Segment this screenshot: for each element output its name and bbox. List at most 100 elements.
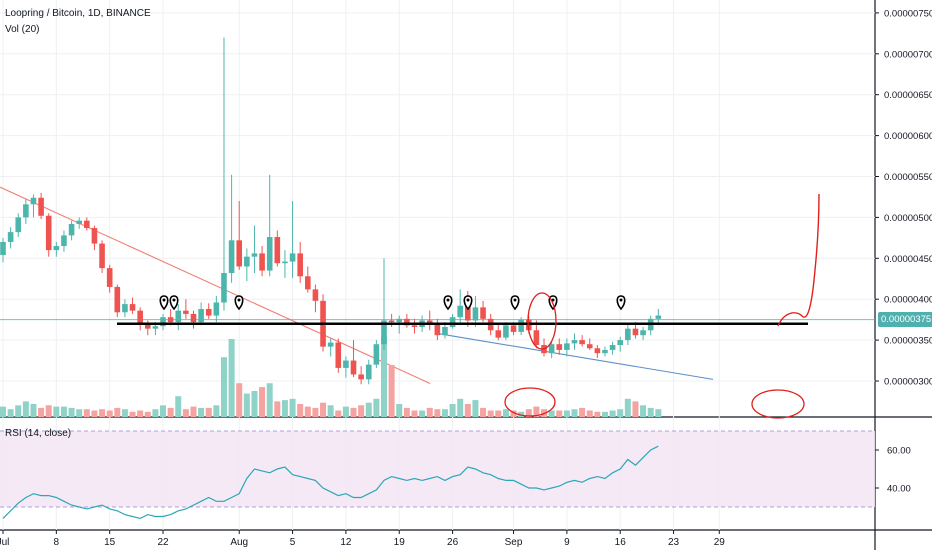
volume-bar <box>617 409 624 417</box>
candle-body <box>274 237 281 264</box>
time-tick-label: 8 <box>54 537 60 548</box>
candle-body <box>518 319 524 332</box>
candle-body <box>61 235 67 247</box>
volume-bar <box>342 406 349 417</box>
candle-body <box>91 228 98 244</box>
price-tick-label: 0.00000500 <box>884 213 932 224</box>
pin-marker-icon <box>169 295 179 311</box>
candle-body <box>442 327 448 336</box>
candle-body <box>0 241 6 256</box>
candle-body <box>335 342 342 368</box>
volume-bar <box>297 404 304 417</box>
candle-body <box>327 342 334 347</box>
time-tick-label: 16 <box>615 537 627 548</box>
candle-body <box>457 305 463 318</box>
volume-bar <box>137 410 144 417</box>
volume-bar <box>213 405 220 417</box>
volume-bar <box>472 400 479 417</box>
volume-bar <box>518 411 525 417</box>
volume-bar <box>335 410 342 417</box>
candle-body <box>404 318 410 326</box>
candle-body <box>129 304 136 311</box>
candle-body <box>84 220 90 229</box>
volume-bar <box>38 407 45 417</box>
volume-bar <box>99 409 106 417</box>
highlight-circle <box>527 292 557 350</box>
volume-bar <box>441 409 448 417</box>
candle-body <box>640 330 646 336</box>
candle-body <box>183 310 189 314</box>
candle-body <box>266 237 273 271</box>
candle-body <box>373 344 380 365</box>
candle-body <box>548 344 555 354</box>
volume-bar <box>594 411 601 417</box>
volume-bar <box>106 410 113 417</box>
pin-marker-icon <box>443 295 453 311</box>
pin-marker-dot <box>162 298 166 302</box>
price-tick-label: 0.00000350 <box>884 336 932 347</box>
volume-bar <box>388 365 395 417</box>
volume-bar <box>464 404 471 417</box>
candle-body <box>144 323 151 329</box>
volume-bar <box>358 405 365 417</box>
pin-marker-dot <box>466 298 470 302</box>
volume-bar <box>129 411 136 417</box>
candle-body <box>137 310 143 324</box>
candle-body <box>38 197 44 216</box>
volume-bar <box>22 401 29 417</box>
volume-bar <box>403 407 410 417</box>
annotations <box>117 193 820 419</box>
rsi-band <box>0 431 875 507</box>
volume-bar <box>251 391 258 417</box>
volume-bar <box>68 407 75 417</box>
volume-bar <box>632 401 639 417</box>
candle-body <box>259 253 265 271</box>
candle-body <box>305 276 311 290</box>
volume-bar <box>0 406 6 417</box>
volume-bar <box>487 410 494 417</box>
volume-bar <box>411 410 418 417</box>
candle-body <box>510 325 517 332</box>
candle-body <box>396 318 403 323</box>
volume-bar <box>426 407 433 417</box>
pin-marker-dot <box>619 298 623 302</box>
candle-body <box>282 261 288 264</box>
volume-bar <box>220 357 227 417</box>
volume-bar <box>45 405 52 417</box>
time-tick-label: 19 <box>394 537 406 548</box>
volume-bar <box>609 410 616 417</box>
rsi-tick-label: 40.00 <box>887 484 911 495</box>
volume-bar <box>480 407 487 417</box>
pin-marker-icon <box>616 295 626 311</box>
candle-body <box>30 197 37 205</box>
price-tick-label: 0.00000700 <box>884 49 932 60</box>
descending-trendline <box>0 186 431 384</box>
price-tick-label: 0.00000650 <box>884 90 932 101</box>
volume-bars <box>0 336 662 417</box>
candles <box>0 37 662 385</box>
candle-body <box>53 246 60 251</box>
candle-body <box>343 360 349 368</box>
candle-body <box>465 305 471 321</box>
volume-bar <box>152 409 159 417</box>
candle-body <box>213 302 220 316</box>
candle-body <box>586 344 593 349</box>
candle-body <box>152 326 159 329</box>
candle-body <box>251 253 258 257</box>
axes: 0.00000750 0.00000700 0.00000650 0.00000600… <box>0 8 932 548</box>
candle-body <box>579 340 585 345</box>
lower-trendline <box>437 333 714 380</box>
volume-bar <box>495 410 502 417</box>
volume-bar <box>121 409 128 417</box>
candle-body <box>205 309 212 316</box>
volume-bar <box>205 407 212 417</box>
time-tick-label: 26 <box>447 537 459 548</box>
candle-body <box>106 268 113 287</box>
time-tick-label: 15 <box>104 537 116 548</box>
candle-body <box>556 344 563 350</box>
candle-body <box>244 256 250 267</box>
volume-bar <box>601 411 608 417</box>
pin-marker-icon <box>234 295 244 311</box>
